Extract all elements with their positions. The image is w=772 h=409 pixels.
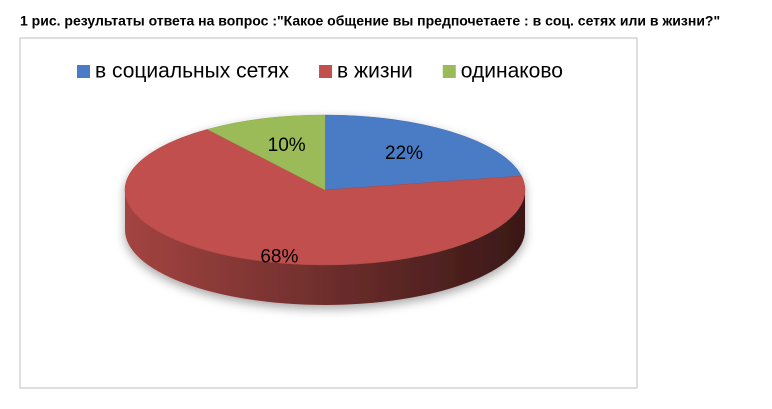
slice: [324, 114, 522, 191]
slice-side: [125, 190, 525, 305]
legend-label: в социальных сетях: [95, 60, 290, 83]
legend-swatch: [442, 65, 456, 78]
pie: [124, 114, 526, 305]
data-label: 10%: [268, 135, 306, 156]
legend-swatch: [319, 65, 333, 78]
data-label: 68%: [260, 246, 298, 267]
slice: [124, 129, 526, 266]
data-label: 22%: [385, 143, 423, 164]
legend-swatch: [77, 65, 90, 78]
legend: в социальных сетях в жизни одинаково: [77, 60, 563, 83]
slice: [206, 114, 326, 191]
legend-label: одинаково: [461, 60, 563, 83]
chart-title: 1 рис. результаты ответа на вопрос :"Как…: [20, 13, 720, 29]
legend-label: в жизни: [337, 60, 413, 83]
